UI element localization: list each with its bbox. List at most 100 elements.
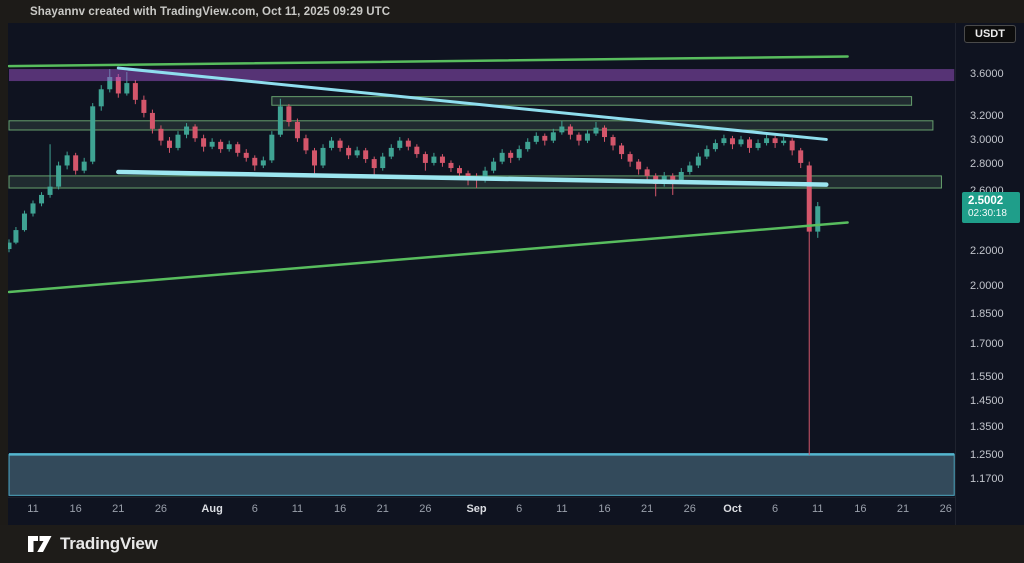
footer-bar: TradingView <box>0 525 1024 563</box>
candle-body <box>303 138 309 151</box>
candle-body <box>610 137 616 146</box>
candle-body <box>13 230 19 243</box>
date-tick[interactable]: Aug <box>201 503 223 515</box>
candle-body <box>516 149 522 158</box>
candle-body <box>414 146 420 155</box>
date-tick[interactable]: 16 <box>598 503 611 515</box>
candle-body <box>499 152 505 162</box>
green-lower-line <box>8 221 849 294</box>
candle-body <box>184 126 190 135</box>
candle-body <box>457 168 462 174</box>
countdown-timer: 02:30:18 <box>968 208 1007 220</box>
candle-body <box>695 156 701 166</box>
candle-body <box>158 128 164 141</box>
date-tick[interactable]: 21 <box>896 503 910 515</box>
tradingview-logo-icon <box>28 536 52 552</box>
candle-body <box>166 140 172 148</box>
demand-zone-blue <box>8 453 955 496</box>
candle-body <box>73 155 79 171</box>
candle-body <box>175 134 181 148</box>
date-tick[interactable]: 11 <box>27 503 39 515</box>
date-tick[interactable]: Sep <box>466 503 487 515</box>
candle-body <box>567 126 573 135</box>
candle-body <box>329 140 335 148</box>
candle-body <box>320 147 326 166</box>
candle-body <box>482 170 488 180</box>
price-tick: 3.6000 <box>970 68 1004 80</box>
date-tick[interactable]: 11 <box>812 503 824 515</box>
candle-body <box>397 140 403 148</box>
candle-body <box>30 203 36 214</box>
date-tick[interactable]: 11 <box>291 503 304 515</box>
candle-body <box>235 144 241 153</box>
candle-body <box>115 77 121 94</box>
price-tick: 1.2500 <box>970 448 1004 461</box>
candle-body <box>525 141 531 150</box>
candle-body <box>226 144 232 150</box>
candle-body <box>201 138 207 147</box>
price-tick: 2.8000 <box>970 158 1004 171</box>
candle-body <box>81 161 87 171</box>
price-tick: 3.2000 <box>970 110 1004 123</box>
price-tick: 1.7000 <box>970 338 1004 351</box>
candle-body <box>311 150 317 166</box>
candle-body <box>192 126 198 139</box>
date-tick[interactable]: 26 <box>419 503 432 515</box>
candle-body <box>542 135 548 141</box>
date-tick[interactable]: 6 <box>772 503 779 515</box>
candlestick-chart[interactable] <box>8 27 955 499</box>
candle-body <box>602 127 608 138</box>
date-tick[interactable]: 21 <box>112 503 125 515</box>
date-tick[interactable]: 16 <box>69 503 82 515</box>
candle-body <box>243 152 249 158</box>
candle-body <box>56 165 62 187</box>
candle-body <box>388 147 394 157</box>
date-tick[interactable]: 21 <box>641 503 654 515</box>
candle-body <box>354 150 360 156</box>
candle-body <box>405 140 411 147</box>
candle-body <box>47 186 53 195</box>
candle-body <box>687 165 693 172</box>
price-tick: 1.1700 <box>970 472 1004 485</box>
candle-body <box>64 155 70 166</box>
candle-body <box>619 145 625 155</box>
price-axis[interactable]: USDT 3.60003.20003.00002.80002.60002.400… <box>955 23 1024 525</box>
candle-body <box>371 159 377 169</box>
date-tick[interactable]: 11 <box>556 503 568 515</box>
date-tick[interactable]: 21 <box>376 503 389 515</box>
candle-body <box>772 138 778 144</box>
cyan-descending-trendline <box>116 66 828 141</box>
date-tick[interactable]: 16 <box>333 503 347 515</box>
date-tick[interactable]: 16 <box>854 503 867 515</box>
date-tick[interactable]: Oct <box>723 503 742 515</box>
header-title: Shayannv created with TradingView.com, O… <box>30 5 391 18</box>
chart-area: USDT 3.60003.20003.00002.80002.60002.400… <box>8 23 1024 525</box>
candle-body <box>439 156 445 163</box>
date-tick[interactable]: 26 <box>154 503 168 515</box>
candle-body <box>508 152 514 158</box>
tradingview-logo[interactable]: TradingView <box>0 534 158 554</box>
candle-body <box>806 165 812 232</box>
candle-body <box>286 106 292 122</box>
supply-zone-green-b <box>8 120 934 131</box>
date-tick[interactable]: 26 <box>939 503 952 515</box>
candle-body <box>90 106 96 162</box>
candle-body <box>491 161 497 171</box>
last-price-badge: 2.5002 02:30:18 <box>962 192 1020 223</box>
candle-body <box>550 132 556 141</box>
candle-body <box>346 147 352 156</box>
green-upper-line <box>8 55 849 68</box>
date-axis[interactable]: 11 16 21 26 Aug 6 11 16 21 26 Sep 6 11 16 21 26 Oct 6 11 16… <box>8 497 955 526</box>
candle-body <box>218 141 224 150</box>
candle-body <box>448 162 454 169</box>
demand-zone-green-c <box>8 175 942 189</box>
candle-body <box>627 154 633 162</box>
candle-body <box>781 140 787 144</box>
date-tick[interactable]: 6 <box>251 503 258 515</box>
candle-body <box>559 126 565 133</box>
candle-body <box>260 160 266 166</box>
cyan-flat-trendline <box>116 169 829 187</box>
date-tick[interactable]: 6 <box>516 503 523 515</box>
date-tick[interactable]: 26 <box>683 503 696 515</box>
